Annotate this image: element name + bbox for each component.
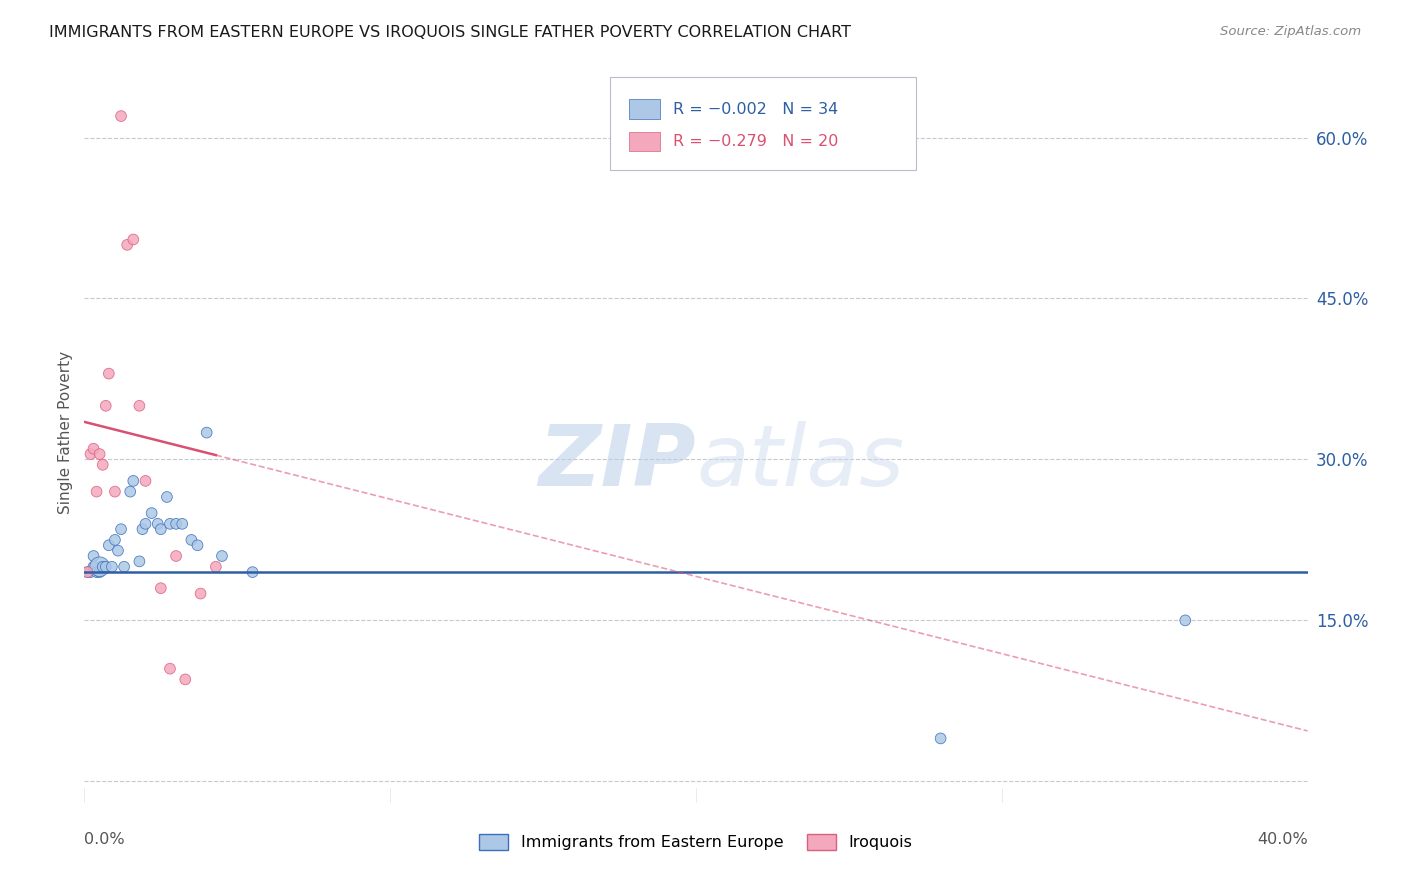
- Point: [122, 474, 145, 488]
- Point: [180, 533, 202, 547]
- Text: IMMIGRANTS FROM EASTERN EUROPE VS IROQUOIS SINGLE FATHER POVERTY CORRELATION CHA: IMMIGRANTS FROM EASTERN EUROPE VS IROQUO…: [49, 25, 851, 40]
- Point: [165, 516, 187, 531]
- Point: [89, 565, 111, 579]
- Text: R = −0.279   N = 20: R = −0.279 N = 20: [672, 134, 838, 149]
- Point: [107, 543, 129, 558]
- Point: [149, 581, 172, 595]
- Point: [91, 458, 114, 472]
- Text: atlas: atlas: [696, 421, 904, 504]
- Point: [122, 232, 145, 246]
- Point: [104, 533, 127, 547]
- Point: [94, 559, 117, 574]
- Point: [89, 559, 111, 574]
- Point: [79, 447, 101, 461]
- Point: [86, 565, 108, 579]
- Point: [141, 506, 163, 520]
- Text: R = −0.002   N = 34: R = −0.002 N = 34: [672, 102, 838, 117]
- Point: [89, 447, 111, 461]
- Point: [195, 425, 218, 440]
- Point: [91, 559, 114, 574]
- Point: [97, 538, 120, 552]
- Point: [128, 399, 150, 413]
- Legend: Immigrants from Eastern Europe, Iroquois: Immigrants from Eastern Europe, Iroquois: [479, 834, 912, 850]
- Text: 0.0%: 0.0%: [84, 831, 125, 847]
- Point: [186, 538, 208, 552]
- Text: ZIP: ZIP: [538, 421, 696, 504]
- Point: [86, 484, 108, 499]
- Point: [174, 673, 197, 687]
- Point: [172, 516, 194, 531]
- Point: [242, 565, 264, 579]
- Point: [115, 237, 138, 252]
- Point: [83, 442, 105, 456]
- Point: [929, 731, 952, 746]
- Point: [101, 559, 124, 574]
- Point: [104, 484, 127, 499]
- Point: [83, 549, 105, 563]
- Point: [190, 586, 212, 600]
- Point: [110, 109, 132, 123]
- Point: [159, 662, 181, 676]
- Point: [205, 559, 228, 574]
- Point: [110, 522, 132, 536]
- Point: [94, 399, 117, 413]
- Point: [76, 565, 98, 579]
- Y-axis label: Single Father Poverty: Single Father Poverty: [58, 351, 73, 514]
- Point: [131, 522, 153, 536]
- FancyBboxPatch shape: [610, 78, 917, 169]
- Point: [128, 554, 150, 568]
- FancyBboxPatch shape: [628, 99, 661, 119]
- Point: [146, 516, 169, 531]
- Point: [149, 522, 172, 536]
- Point: [211, 549, 233, 563]
- FancyBboxPatch shape: [628, 132, 661, 152]
- Point: [135, 516, 157, 531]
- Point: [83, 559, 105, 574]
- Point: [97, 367, 120, 381]
- Point: [76, 565, 98, 579]
- Point: [1174, 614, 1197, 628]
- Point: [79, 565, 101, 579]
- Text: Source: ZipAtlas.com: Source: ZipAtlas.com: [1220, 25, 1361, 38]
- Point: [135, 474, 157, 488]
- Text: 40.0%: 40.0%: [1257, 831, 1308, 847]
- Point: [112, 559, 135, 574]
- Point: [165, 549, 187, 563]
- Point: [120, 484, 142, 499]
- Point: [159, 516, 181, 531]
- Point: [156, 490, 179, 504]
